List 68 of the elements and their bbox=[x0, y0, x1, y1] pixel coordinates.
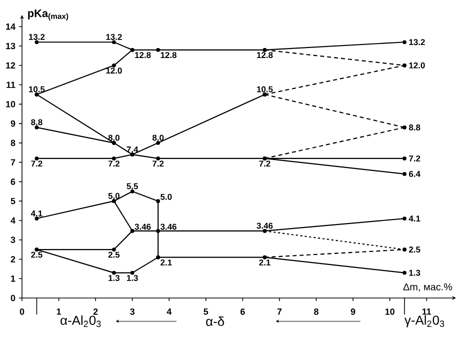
annotation: 7.2 bbox=[108, 160, 120, 167]
annotation: 2.1 bbox=[160, 259, 172, 266]
y-tick-label: 8 bbox=[10, 140, 16, 146]
annotation: 13.2 bbox=[106, 34, 122, 40]
y-tick-label: 13 bbox=[6, 42, 16, 50]
text: γ-Al$_{2}$0$_{3}$ bbox=[404, 315, 444, 328]
annotation: 2.1 bbox=[259, 259, 270, 266]
x-tick-label: 8 bbox=[314, 308, 318, 315]
annotation: 5.0 bbox=[108, 192, 120, 199]
annotation: 8.0 bbox=[152, 134, 164, 141]
annotation: 12.0 bbox=[409, 62, 425, 68]
annotation: 8.8 bbox=[31, 119, 42, 126]
y-tick-label: 11 bbox=[6, 82, 16, 88]
annotation: 13.2 bbox=[409, 39, 425, 46]
y-tick-label: 9 bbox=[10, 120, 16, 127]
annotation: 2.5 bbox=[408, 246, 420, 253]
y-tick-label: 6 bbox=[10, 178, 16, 185]
annotation: 12.8 bbox=[160, 52, 176, 58]
x-tick-label: 1 bbox=[56, 308, 62, 315]
annotation: 5.5 bbox=[126, 183, 138, 190]
annotation: 4.1 bbox=[408, 216, 420, 222]
x-tick-label: 2 bbox=[93, 308, 98, 315]
text: α-Al$_{2}$0$_{3}$ bbox=[60, 315, 101, 328]
annotation: 7.2 bbox=[31, 160, 42, 167]
y-tick-label: 4 bbox=[10, 217, 16, 224]
annotation: 4.1 bbox=[30, 210, 42, 216]
y-tick-label: 3 bbox=[10, 236, 16, 244]
annotation: 1.3 bbox=[108, 275, 120, 281]
annotation: 3.46 bbox=[256, 222, 273, 229]
y-tick-label: 10 bbox=[6, 100, 16, 108]
y-tick-label: 7 bbox=[10, 159, 16, 166]
y-tick-label: 2 bbox=[10, 256, 16, 262]
annotation: 13.2 bbox=[29, 34, 45, 40]
annotation: 2.5 bbox=[31, 252, 42, 258]
annotation: 6.4 bbox=[409, 170, 420, 177]
y-tick-label: 12 bbox=[6, 62, 16, 69]
annotation: 7.2 bbox=[409, 155, 420, 162]
annotation: 7.2 bbox=[152, 160, 164, 167]
text: α-δ bbox=[206, 316, 224, 326]
annotation: 8.8 bbox=[408, 124, 420, 130]
y-tick-label: 1 bbox=[11, 276, 16, 282]
annotation: 10.5 bbox=[257, 86, 273, 92]
x-tick-label: 6 bbox=[240, 308, 245, 315]
x-tick-label: 5 bbox=[204, 308, 208, 315]
annotation: 2.5 bbox=[108, 252, 120, 258]
annotation: 10.5 bbox=[29, 86, 45, 92]
annotation: 8.0 bbox=[108, 134, 120, 141]
x-tick-label: 9 bbox=[350, 308, 356, 315]
annotation: 12.8 bbox=[135, 52, 151, 58]
y-tick-label: 14 bbox=[6, 24, 16, 30]
x-tick-label: 7 bbox=[277, 308, 282, 315]
y-tick-label: 5 bbox=[10, 198, 16, 204]
x-tick-label: 11 bbox=[422, 308, 432, 315]
annotation: 1.3 bbox=[126, 275, 138, 281]
y-tick-label: 0 bbox=[10, 294, 16, 302]
annotation: 12.8 bbox=[257, 52, 273, 58]
annotation: 3.46 bbox=[160, 224, 176, 230]
annotation: 3.46 bbox=[134, 224, 151, 230]
x-tick-label: 10 bbox=[385, 308, 394, 315]
annotation: 12.0 bbox=[106, 68, 122, 74]
x-tick-label: 0 bbox=[20, 308, 24, 315]
annotation: 1.3 bbox=[409, 270, 420, 276]
x-axis-title: Δm, мас.% bbox=[403, 283, 452, 292]
x-tick-label: 4 bbox=[166, 308, 172, 315]
annotation: 7.2 bbox=[259, 160, 270, 167]
y-axis-title: pKa$_{(max)}$ bbox=[28, 10, 68, 20]
x-tick-label: 3 bbox=[130, 308, 135, 315]
annotation: 5.0 bbox=[160, 194, 172, 200]
